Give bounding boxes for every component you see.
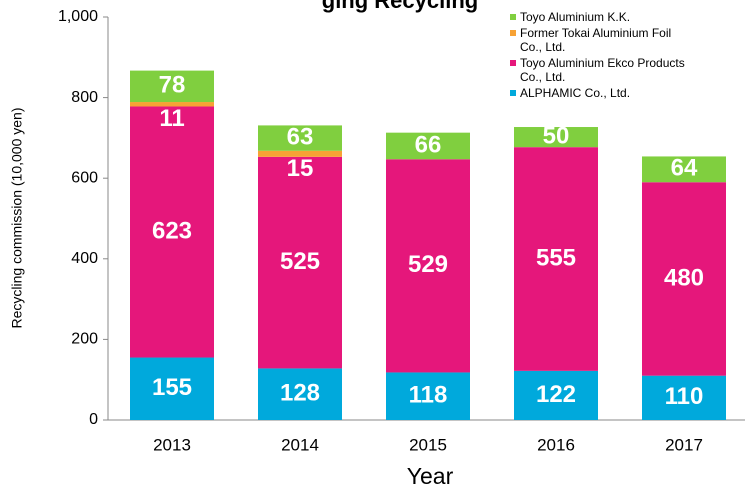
bar-segment [642, 375, 726, 420]
x-tick-label: 2017 [665, 435, 703, 454]
data-label: 525 [280, 248, 320, 275]
chart-title: ging Recycling [322, 0, 478, 13]
bar-segment [258, 368, 342, 420]
legend-label: Toyo Aluminium Ekco Products Co., Ltd. [520, 56, 685, 84]
x-tick-label: 2014 [281, 435, 319, 454]
data-label: 11 [159, 105, 184, 132]
bar-segment [130, 70, 214, 103]
y-tick-label: 1,000 [58, 8, 98, 25]
y-tick-label: 800 [71, 89, 98, 106]
bar-segment [258, 156, 342, 369]
y-tick-label: 400 [71, 250, 98, 267]
bar-segment [130, 102, 214, 107]
bar-segment [258, 150, 342, 157]
legend-label: Former Tokai Aluminium Foil Co., Ltd. [520, 26, 672, 54]
legend-swatch [510, 30, 516, 36]
data-label: 155 [152, 374, 192, 401]
legend-item: ALPHAMIC Co., Ltd. [510, 86, 710, 100]
bar-segment [514, 147, 598, 371]
data-label: 118 [409, 382, 448, 409]
x-tick-label: 2015 [409, 435, 447, 454]
legend-swatch [510, 60, 516, 66]
legend-label: Toyo Aluminium K.K. [520, 10, 631, 24]
data-label: 63 [287, 123, 314, 150]
legend-item: Toyo Aluminium K.K. [510, 10, 710, 24]
bar-segment [130, 357, 214, 420]
data-label: 78 [159, 72, 186, 99]
bar-segment [386, 372, 470, 420]
legend-item: Toyo Aluminium Ekco Products Co., Ltd. [510, 56, 710, 84]
data-label: 64 [671, 155, 698, 182]
legend-label: ALPHAMIC Co., Ltd. [520, 86, 631, 100]
bar-segment [642, 182, 726, 376]
y-axis-label: Recycling commission (10,000 yen) [9, 108, 25, 329]
data-label: 480 [664, 264, 704, 291]
data-label: 50 [543, 122, 570, 149]
bar-segment [514, 127, 598, 148]
x-tick-label: 2013 [153, 435, 191, 454]
data-label: 110 [665, 383, 704, 410]
y-tick-label: 200 [71, 331, 98, 348]
legend-swatch [510, 14, 516, 20]
bar-segment [258, 125, 342, 151]
data-label: 128 [280, 380, 320, 407]
data-label: 122 [536, 381, 576, 408]
legend: Toyo Aluminium K.K. Former Tokai Aluminiu… [510, 10, 710, 102]
y-tick-label: 600 [71, 169, 98, 186]
data-label: 623 [152, 217, 192, 244]
data-label: 15 [287, 155, 314, 182]
data-label: 529 [408, 251, 448, 278]
x-tick-label: 2016 [537, 435, 575, 454]
bar-segment [386, 159, 470, 373]
data-label: 66 [415, 131, 442, 158]
data-label: 555 [536, 244, 576, 271]
legend-item: Former Tokai Aluminium Foil Co., Ltd. [510, 26, 710, 54]
y-tick-label: 0 [89, 411, 98, 428]
x-axis-label: Year [407, 463, 454, 489]
bar-segment [386, 132, 470, 160]
bar-segment [130, 106, 214, 358]
legend-swatch [510, 90, 516, 96]
bar-segment [514, 370, 598, 420]
bar-segment [642, 156, 726, 183]
